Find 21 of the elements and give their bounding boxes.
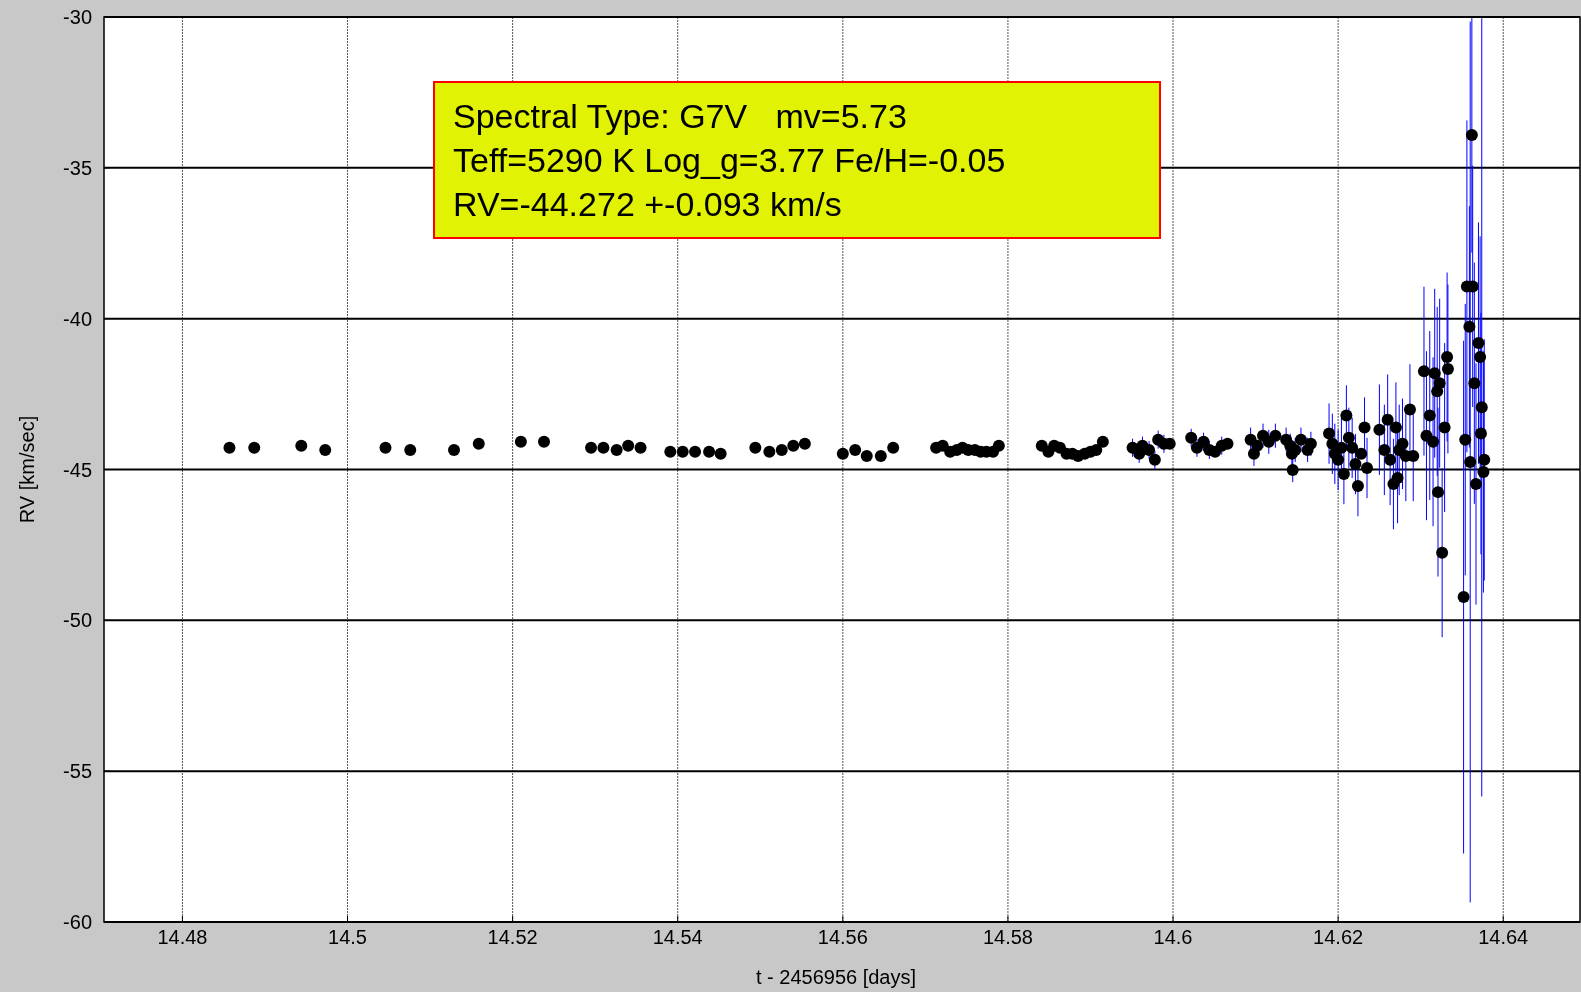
x-tick-label: 14.54: [652, 926, 703, 948]
x-tick-label: 14.6: [1153, 926, 1193, 948]
x-tick-label: 14.5: [328, 926, 367, 948]
x-tick-label: 14.62: [1313, 926, 1364, 948]
y-tick-label: -60: [63, 911, 92, 933]
x-tick-label: 14.52: [487, 926, 538, 948]
annotation: RV=-44.272 +-0.093 km/s: [453, 185, 842, 223]
x-tick-label: 14.48: [157, 926, 208, 948]
x-axis-title: t - 2456956 [days]: [755, 966, 917, 988]
x-tick-label: 14.58: [982, 926, 1033, 948]
y-tick-label: -50: [63, 609, 92, 632]
y-tick-label: -35: [63, 156, 92, 179]
y-tick-label: -55: [63, 760, 92, 783]
x-tick-label: 14.64: [1478, 926, 1529, 948]
x-tick-label: 14.56: [817, 926, 868, 948]
annotation: Teff=5290 K Log_g=3.77 Fe/H=-0.05: [453, 141, 1006, 179]
y-tick-label: -40: [63, 307, 92, 330]
y-tick-label: -45: [63, 458, 92, 481]
y-tick-label: -30: [63, 6, 92, 28]
y-axis-title: RV [km/sec]: [16, 415, 38, 524]
annotation: Spectral Type: G7V mv=5.73: [453, 97, 907, 135]
